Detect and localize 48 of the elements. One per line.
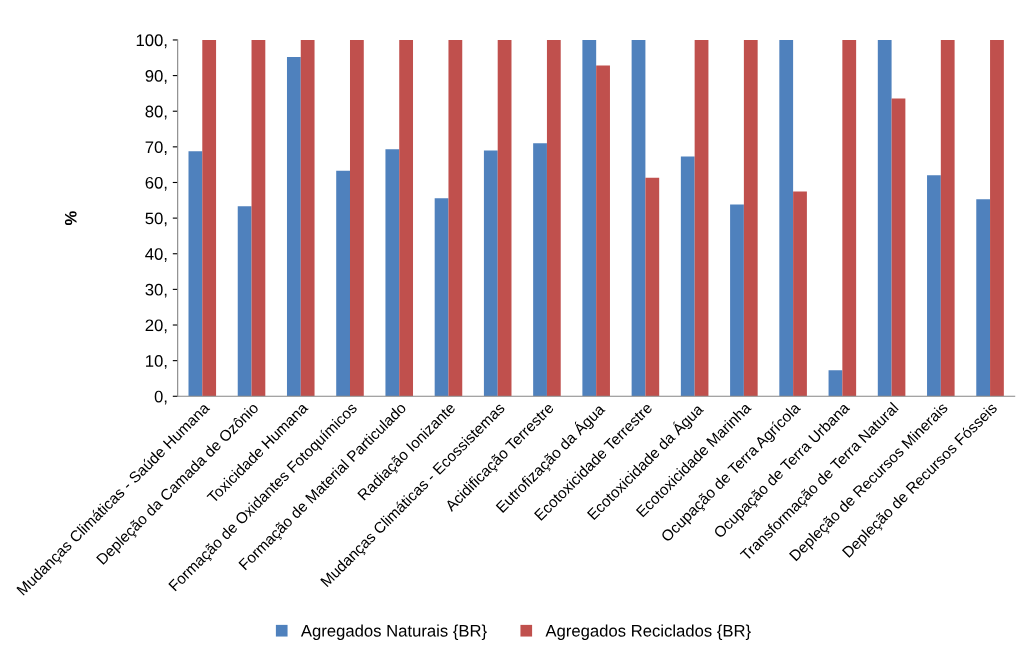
bar [645,177,660,397]
bar [448,39,463,397]
bar [730,204,744,397]
bar [694,39,709,397]
bar [497,39,512,397]
legend-label: Agregados Reciclados {BR} [545,624,751,640]
bar [188,151,203,397]
bar [533,143,547,397]
bar [828,370,843,397]
bar [976,199,991,397]
y-tick-label: 90, [145,69,167,84]
bar [779,39,794,397]
bar [743,39,758,397]
bar [350,39,364,397]
bar [399,39,414,397]
bar [990,39,1004,397]
y-tick-label: 70, [145,141,167,156]
bar [336,170,350,397]
y-tick-label: 30, [145,283,167,298]
bar [286,57,301,397]
bar [940,39,955,397]
bar [927,175,941,397]
bar [237,206,252,397]
y-tick-label: 10, [146,355,167,369]
bar [891,98,906,397]
bar [300,39,315,397]
bar [793,191,807,397]
y-tick-label: 60, [145,176,167,191]
bar [582,39,597,397]
y-axis-title: % [64,211,77,226]
bar [680,156,695,397]
bar [483,150,498,397]
y-tick-label: 0, [154,390,167,405]
legend-label: Agregados Naturais {BR} [300,624,487,640]
y-tick-label: 50, [145,212,167,227]
y-tick-label: 100, [136,34,167,49]
bar [385,149,400,397]
bar [251,39,266,397]
bar [631,39,646,397]
bar [596,65,610,397]
y-tick-label: 20, [145,319,167,334]
bar [202,39,217,397]
bar [546,39,561,397]
y-tick-label: 80, [145,105,167,120]
bar [877,39,892,397]
bar [842,39,857,397]
bar [434,198,449,397]
y-tick-label: 40, [145,248,167,262]
